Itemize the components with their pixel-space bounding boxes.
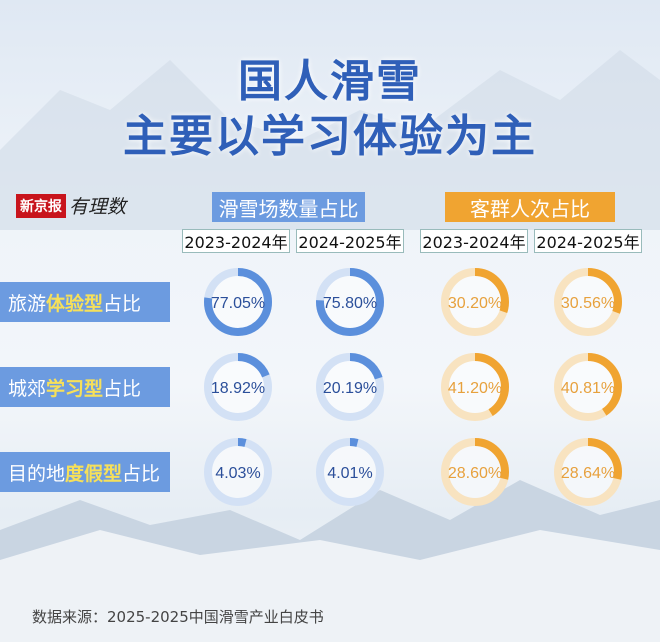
row-label-suburban: 城郊 学习型 占比: [0, 367, 170, 407]
donut-value-label: 28.64%: [561, 465, 615, 482]
donut-value-label: 4.01%: [327, 465, 372, 482]
title-line2: 主要以学习体验为主: [123, 111, 537, 162]
donut-value-label: 30.56%: [561, 295, 615, 312]
donut-value-label: 30.20%: [448, 295, 502, 312]
donut-value-label: 28.60%: [448, 465, 502, 482]
donut-arc: [554, 268, 622, 336]
donut-arc: [441, 438, 509, 506]
year-label: 2024-2025年: [534, 229, 642, 253]
donut-arc: [441, 353, 509, 421]
donut-arc: [204, 268, 272, 336]
donut-value-label: 20.19%: [323, 380, 377, 397]
donut-arc: [204, 353, 272, 421]
mountain-background-bottom: [0, 480, 660, 642]
row-label-destination: 目的地 度假型 占比: [0, 452, 170, 492]
donut-arc: [441, 268, 509, 336]
donut-arc: [554, 353, 622, 421]
donut-arc: [204, 438, 272, 506]
row-label-tourism: 旅游 体验型 占比: [0, 282, 170, 322]
donut-value-label: 18.92%: [211, 380, 265, 397]
group-header-visitors: 客群人次占比: [445, 192, 615, 222]
year-label: 2023-2024年: [182, 229, 290, 253]
donut-value-label: 40.81%: [561, 380, 615, 397]
donut-value-label: 77.05%: [211, 295, 265, 312]
year-label: 2024-2025年: [296, 229, 404, 253]
donut-value-label: 75.80%: [323, 295, 377, 312]
donut-arc: [316, 438, 384, 506]
year-label: 2023-2024年: [420, 229, 528, 253]
title-line1: 国人滑雪: [238, 56, 422, 107]
donut-value-label: 41.20%: [448, 380, 502, 397]
mountain-background-top: [0, 50, 660, 230]
donut-value-label: 4.03%: [215, 465, 260, 482]
logo: 新京报 有理数: [16, 192, 126, 219]
group-header-venues: 滑雪场数量占比: [212, 192, 365, 222]
donut-arc: [554, 438, 622, 506]
donut-arc: [316, 353, 384, 421]
logo-brand: 新京报: [16, 193, 66, 218]
donut-arc: [316, 268, 384, 336]
logo-sub: 有理数: [69, 196, 127, 218]
source-note: 数据来源：2025-2025中国滑雪产业白皮书: [32, 608, 324, 626]
